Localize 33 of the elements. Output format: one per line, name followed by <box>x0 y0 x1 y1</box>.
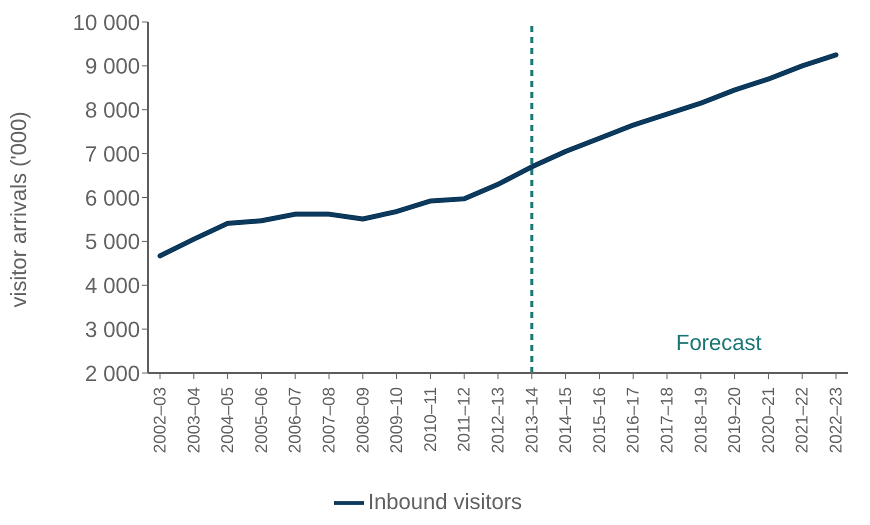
x-tick-label: 2021–22 <box>792 387 812 454</box>
x-tick-label: 2022–23 <box>826 387 846 454</box>
y-tick-label: 5 000 <box>84 229 140 254</box>
x-tick-label: 2002–03 <box>150 387 170 454</box>
x-tick-label: 2011–12 <box>454 387 474 452</box>
y-tick-label: 7 000 <box>84 141 140 166</box>
y-tick-label: 2 000 <box>84 360 140 386</box>
x-tick-label: 2017–18 <box>658 387 676 454</box>
legend-label: Inbound visitors <box>368 488 522 514</box>
y-tick-label: 10 000 <box>72 10 140 35</box>
x-tick-label: 2009–10 <box>387 387 406 454</box>
y-axis-title: visitor arrivals ('000) <box>6 111 31 308</box>
x-tick-label: 2008–09 <box>353 387 372 454</box>
x-tick-label: 2004–05 <box>218 387 238 454</box>
x-tick-label: 2018–19 <box>691 387 710 454</box>
y-tick-label: 8 000 <box>84 98 140 123</box>
annotation: Forecast <box>676 330 762 356</box>
y-tick-label: 3 000 <box>84 316 140 342</box>
y-tick-label: 4 000 <box>84 273 140 298</box>
x-tick-label: 2013–14 <box>522 387 542 454</box>
x-tick-label: 2019–20 <box>725 387 744 454</box>
x-tick-label: 2014–15 <box>556 387 576 454</box>
x-tick-label: 2007–08 <box>320 387 338 454</box>
x-tick-label: 2010–11 <box>420 387 440 452</box>
x-tick-label: 2003–04 <box>184 387 204 454</box>
x-tick-label: 2005–06 <box>252 387 271 454</box>
x-tick-label: 2020–21 <box>758 387 778 454</box>
x-tick-label: 2012–13 <box>488 387 508 454</box>
y-tick-label: 6 000 <box>84 185 140 210</box>
x-tick-label: 2015–16 <box>590 387 609 454</box>
y-tick-label: 9 000 <box>84 54 140 79</box>
x-tick-label: 2016–17 <box>624 387 643 454</box>
x-tick-label: 2006–07 <box>286 387 305 454</box>
